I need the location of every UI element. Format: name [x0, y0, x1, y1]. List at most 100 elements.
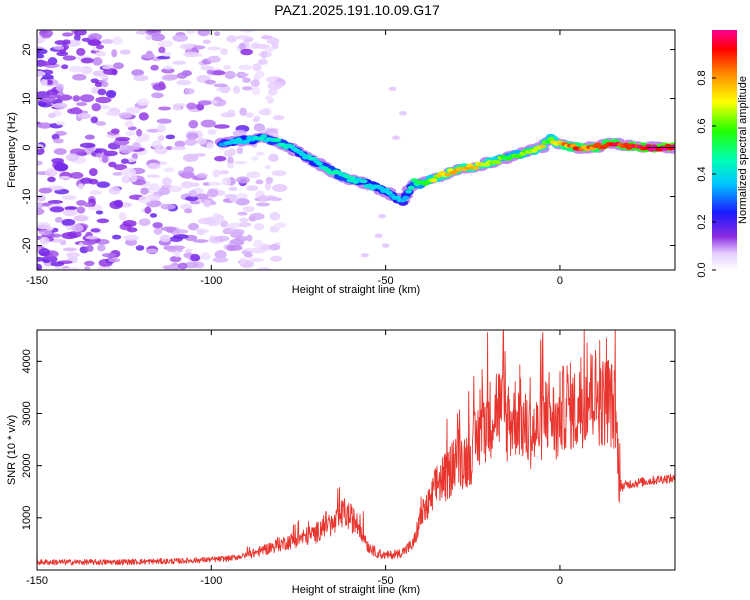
snr-y-axis: 1000 2000 3000 4000: [21, 349, 675, 530]
noise-blob: [240, 48, 253, 56]
colorbar-tick-label: 0.2: [696, 214, 708, 229]
noise-blob: [214, 155, 227, 162]
noise-blob: [168, 185, 183, 193]
noise-blob: [45, 94, 61, 99]
noise-blob: [152, 222, 163, 229]
noise-blob: [122, 220, 137, 228]
spectrogram-x-label: Height of straight line (km): [292, 284, 420, 296]
noise-blob: [177, 262, 188, 270]
noise-blob: [92, 57, 103, 66]
noise-blob: [101, 81, 109, 88]
snr-x-axis: -150 -100 -50 0: [26, 330, 563, 587]
noise-blob: [79, 94, 95, 103]
noise-blob: [184, 88, 195, 95]
noise-blob: [188, 120, 199, 129]
noise-blob: [39, 236, 50, 245]
noise-blob: [131, 69, 144, 77]
noise-blob: [80, 177, 93, 184]
noise-blob: [214, 250, 227, 259]
noise-blob: [174, 140, 186, 148]
ridge-blob: [377, 185, 385, 190]
noise-blob: [62, 39, 71, 45]
noise-blob: [192, 239, 209, 243]
noise-blob: [214, 31, 221, 37]
noise-blob: [239, 217, 249, 223]
noise-blob: [246, 234, 253, 242]
noise-blob: [197, 30, 210, 37]
noise-blob: [112, 62, 124, 70]
noise-blob: [121, 175, 131, 184]
noise-blob: [214, 235, 230, 242]
noise-blob: [136, 136, 146, 143]
noise-blob: [226, 244, 236, 252]
colorbar-ticks: 0.0 0.2 0.4 0.6 0.8: [696, 70, 716, 278]
noise-blob: [42, 259, 51, 264]
noise-blob: [118, 112, 133, 119]
noise-blob: [50, 261, 65, 267]
ridge-blob: [430, 178, 438, 183]
noise-blob: [238, 221, 252, 228]
noise-blob: [111, 49, 118, 58]
noise-blob: [184, 208, 193, 214]
noise-blob: [172, 103, 186, 107]
noise-blob: [96, 181, 110, 188]
noise-blob: [147, 30, 160, 33]
noise-blob: [153, 227, 163, 235]
noise-blob: [151, 92, 164, 99]
noise-blob: [242, 205, 255, 213]
noise-blob: [235, 235, 248, 242]
noise-blob: [141, 53, 156, 59]
noise-blob: [157, 40, 173, 48]
noise-blob: [108, 186, 121, 195]
ridge-blob: [645, 144, 653, 149]
noise-blob: [113, 164, 128, 171]
noise-blob: [138, 112, 149, 121]
noise-blob: [250, 79, 260, 88]
noise-blob: [110, 128, 120, 134]
noise-blob: [216, 214, 225, 222]
noise-blob: [118, 145, 135, 154]
noise-blob: [176, 72, 188, 79]
noise-blob: [207, 46, 221, 51]
noise-blob: [99, 74, 108, 79]
noise-blob: [147, 185, 154, 194]
ridge-blob: [547, 136, 555, 141]
noise-blob: [255, 179, 264, 185]
noise-blob: [392, 135, 401, 140]
noise-blob: [165, 134, 176, 140]
spectrogram-x-tick-label: -100: [200, 275, 222, 287]
noise-blob: [169, 255, 182, 263]
ridge-blob: [274, 137, 282, 142]
noise-blob: [37, 160, 43, 166]
noise-blob: [94, 81, 103, 88]
noise-blob: [399, 111, 408, 116]
noise-blob: [218, 170, 230, 175]
noise-blob: [64, 206, 78, 210]
spectrogram-y-tick-label: 20: [21, 43, 33, 55]
colorbar-tick-label: 0.6: [696, 118, 708, 133]
colorbar-gradient: [712, 30, 737, 270]
noise-blob: [185, 132, 199, 140]
noise-blob: [206, 69, 214, 75]
noise-blob: [71, 224, 84, 233]
ridge-blob: [405, 189, 413, 194]
noise-blob: [207, 129, 217, 135]
noise-blob: [264, 182, 272, 191]
noise-blob: [272, 115, 285, 121]
noise-blob: [140, 187, 149, 195]
noise-blob: [271, 42, 279, 50]
noise-blob: [271, 170, 287, 177]
noise-blob: [47, 185, 64, 191]
noise-blob: [138, 195, 152, 204]
noise-blob: [230, 228, 245, 236]
noise-blob: [268, 153, 279, 162]
noise-blob: [89, 39, 101, 46]
noise-blob: [378, 213, 387, 219]
colorbar-label: Normalized spectral amplitude: [737, 76, 749, 224]
noise-blob: [162, 52, 172, 57]
noise-blob: [243, 247, 260, 252]
noise-blob: [51, 157, 64, 164]
noise-blob: [213, 83, 228, 88]
snr-x-tick-label: -50: [378, 575, 394, 587]
noise-blob: [49, 233, 62, 238]
